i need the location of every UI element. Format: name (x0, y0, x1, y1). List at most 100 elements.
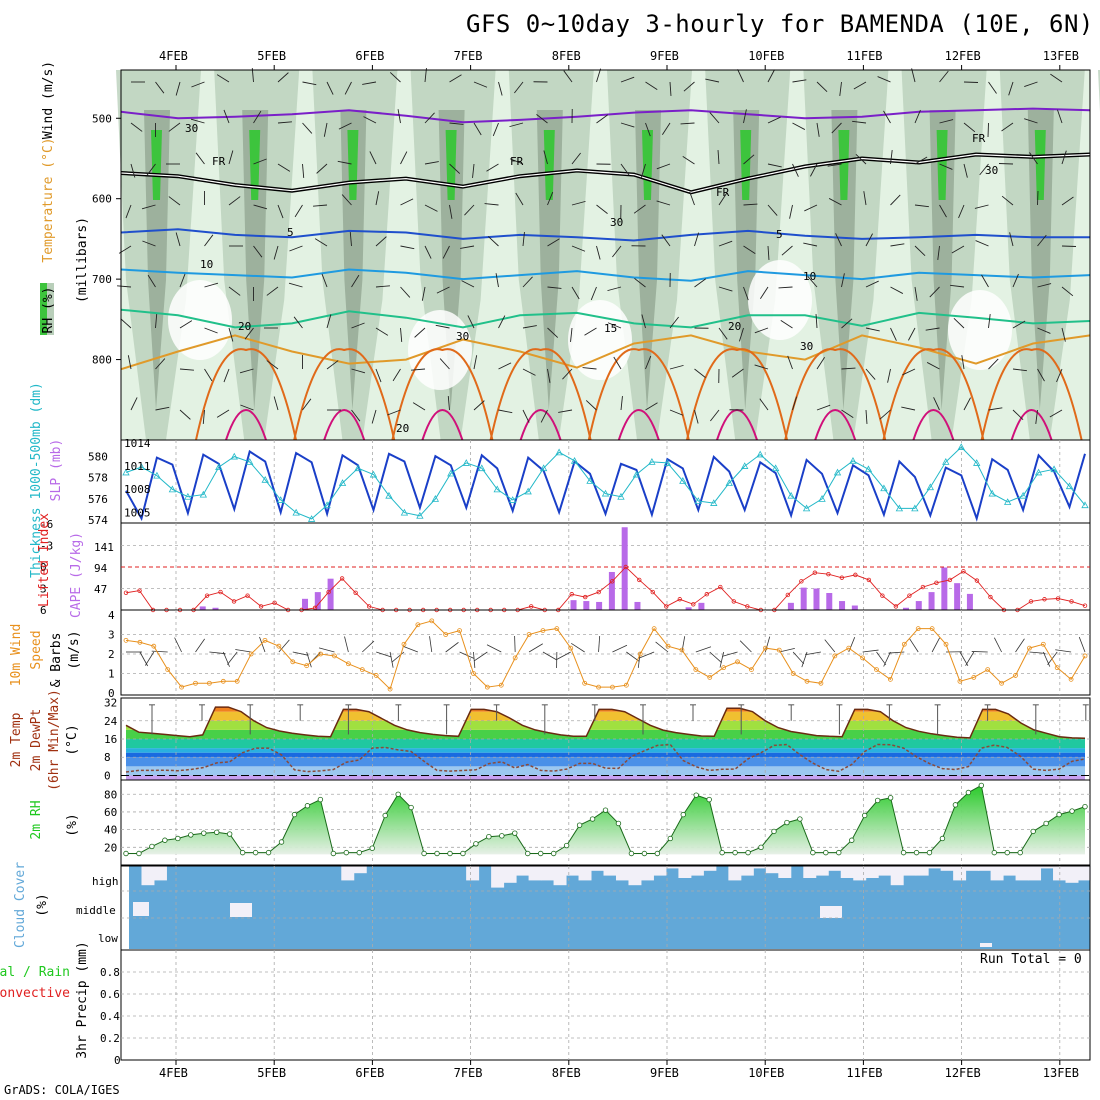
wind-barb (473, 400, 485, 411)
wind-speed-line (125, 620, 1086, 691)
wind-barb (780, 319, 793, 329)
thickness-marker (911, 504, 919, 512)
wind-barb (321, 273, 328, 288)
rh2m-marker (615, 820, 622, 827)
wind-barb (155, 406, 170, 411)
date-label-top: 4FEB (159, 49, 188, 63)
lifted-index-marker (704, 592, 710, 597)
label-rh-units: (%) (65, 813, 80, 836)
wind-barb-10m (792, 651, 805, 665)
wind-barb (1037, 327, 1051, 334)
rh2m-marker (771, 828, 777, 835)
wind-barb (316, 163, 328, 174)
wind-speed-marker (443, 632, 449, 637)
wind-barb-10m (174, 637, 182, 653)
date-label-top: 8FEB (552, 49, 581, 63)
date-label-top: 5FEB (257, 49, 286, 63)
wind-barb (1061, 286, 1074, 297)
wind-barb-10m (209, 651, 226, 655)
cloud-high-gap (153, 866, 167, 881)
wind-barb (717, 150, 720, 165)
wind-barb (487, 236, 499, 247)
wind-barb (369, 151, 377, 165)
contour-label: 30 (185, 122, 198, 135)
wind-barb (204, 234, 214, 247)
cape-bar (915, 601, 922, 610)
lifted-index-marker (893, 604, 899, 609)
thickness-marker (942, 458, 950, 465)
wind-barb-10m (1055, 649, 1072, 653)
wind-barb (963, 163, 968, 178)
date-label-top: 7FEB (454, 49, 483, 63)
wind-barb-10m (344, 636, 349, 653)
wind-barb (680, 122, 695, 125)
wind-barb (400, 245, 415, 250)
wind-speed-marker (790, 671, 796, 676)
label-cloud-cover: Cloud Cover (13, 862, 28, 948)
thickness-marker (802, 504, 811, 512)
rh2m-marker (550, 850, 557, 857)
precip-tick-label: 0.6 (100, 988, 120, 1001)
wind-speed-marker (1068, 676, 1074, 682)
wind-barb (743, 203, 758, 206)
contour-label: 5 (776, 228, 783, 241)
wind-barb (855, 153, 867, 165)
wind-barb (117, 285, 132, 288)
wind-barb-10m (391, 651, 405, 663)
rh2m-marker (1056, 811, 1062, 818)
wind-barb (223, 368, 230, 383)
cape-bar (327, 578, 334, 610)
wind-speed-marker (957, 678, 963, 684)
rh2m-marker (693, 792, 699, 798)
wind-barb (442, 245, 450, 259)
wind-barb (939, 70, 949, 83)
temp-tick-label: 32 (104, 697, 117, 710)
wind-barb (449, 74, 462, 83)
rh2m-marker (499, 833, 505, 839)
lifted-index-marker (1082, 603, 1088, 608)
thickness-marker (153, 471, 161, 479)
wind-barb (607, 322, 622, 329)
rh2m-marker (926, 849, 933, 856)
cape-bar (928, 592, 935, 610)
cloud-high-gap (978, 866, 992, 871)
wind-speed-marker (304, 663, 310, 669)
thickness-marker (756, 450, 764, 458)
cape-bar (839, 601, 846, 610)
wind-barb (351, 322, 365, 329)
wind10m-panel: 0 1 2 3 4 (108, 609, 1091, 700)
wind-barb (1037, 234, 1047, 247)
rh-saturated (543, 130, 555, 200)
wind-barb (743, 286, 749, 301)
lifted-index-marker (529, 604, 534, 609)
thickness-marker (555, 448, 563, 456)
wind-barb (787, 355, 793, 370)
thickness-marker (385, 491, 393, 499)
temp-band (126, 739, 1085, 749)
rh2m-marker (304, 803, 311, 809)
thickness-marker (988, 489, 996, 497)
cape-bar (954, 583, 961, 610)
wind-barb (473, 122, 482, 136)
wind-barb (375, 191, 380, 206)
wind-barb (461, 280, 475, 288)
isotherm-line (120, 308, 1091, 329)
cloud-high-gap (591, 866, 604, 871)
lifted-index-marker (880, 593, 885, 598)
wind-barb (596, 114, 609, 124)
precip-tick-label: 0.2 (100, 1032, 120, 1045)
wind-barb (1056, 368, 1063, 383)
cape-bar (570, 600, 577, 610)
cloud-background (129, 866, 1090, 949)
contour-label: 30 (610, 216, 623, 229)
slp-tick-label: 1008 (124, 483, 151, 496)
wind-barb (620, 396, 623, 411)
thickness-marker (880, 484, 888, 492)
wind-barb (492, 122, 499, 137)
wind-barb (571, 245, 586, 252)
temp-band (126, 775, 1085, 780)
wind-barb-10m (402, 645, 419, 653)
thickness-marker (524, 487, 532, 495)
wind-barb (168, 122, 181, 132)
wind-barb (326, 81, 334, 95)
